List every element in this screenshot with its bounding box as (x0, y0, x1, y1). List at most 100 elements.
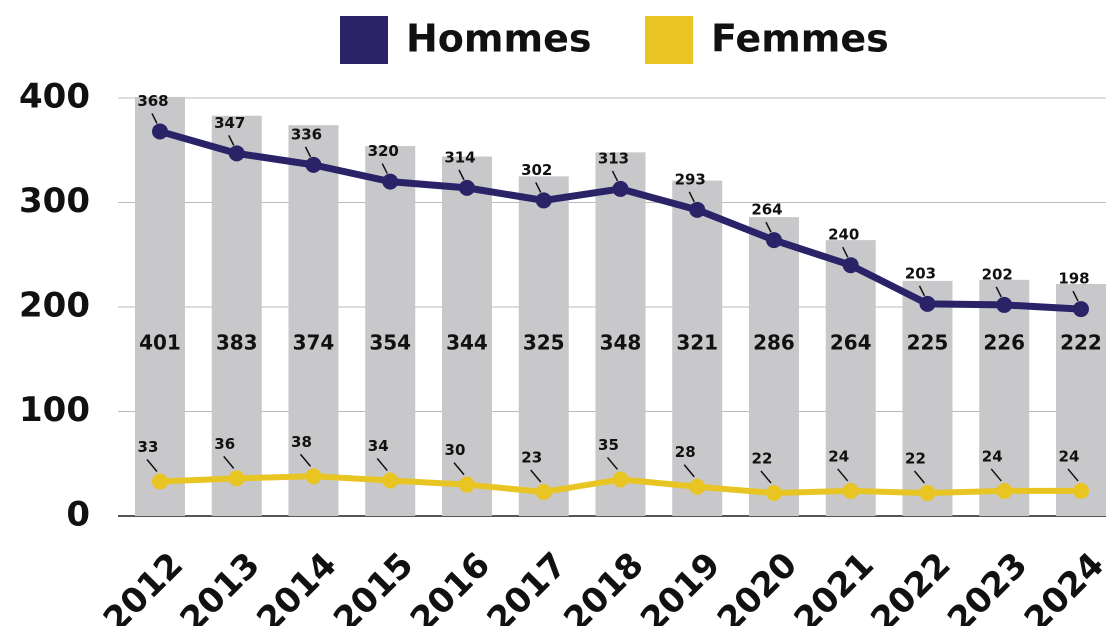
bar (595, 152, 646, 516)
data-label: 30 (445, 441, 466, 459)
label-leader (453, 462, 465, 476)
bar-label: 325 (523, 331, 565, 355)
label-leader (376, 457, 388, 471)
bar-label: 401 (139, 331, 181, 355)
bar-label: 348 (600, 331, 642, 355)
bar-label: 374 (293, 331, 335, 355)
bar (134, 96, 185, 516)
data-label: 198 (1058, 270, 1089, 288)
y-tick-label: 400 (19, 77, 90, 117)
point (689, 201, 706, 218)
bar (748, 217, 799, 516)
bar (672, 180, 723, 516)
data-label: 34 (368, 437, 389, 455)
point (765, 232, 782, 249)
point (228, 470, 245, 487)
data-label: 240 (828, 226, 859, 244)
bar-label: 222 (1060, 331, 1102, 355)
data-label: 24 (1059, 447, 1080, 465)
label-leader (837, 468, 849, 482)
data-label: 203 (905, 264, 936, 282)
label-leader (151, 113, 158, 124)
data-label: 302 (521, 161, 552, 179)
data-label: 33 (138, 438, 159, 456)
label-leader (228, 135, 235, 146)
bar (441, 156, 492, 516)
point (996, 482, 1013, 499)
bar (518, 176, 569, 516)
point (305, 156, 322, 173)
label-leader (535, 182, 542, 193)
label-leader (995, 286, 1002, 298)
legend-label: Femmes (711, 17, 889, 61)
data-label: 38 (291, 433, 312, 451)
data-label: 336 (291, 125, 322, 143)
data-label: 293 (675, 170, 706, 188)
point (919, 295, 936, 312)
x-tick-label: 2024 (1017, 545, 1106, 626)
point (151, 473, 168, 490)
point (842, 257, 859, 274)
label-leader (688, 191, 695, 203)
label-leader (760, 470, 772, 484)
data-label: 24 (828, 447, 849, 465)
data-label: 347 (214, 114, 245, 132)
y-tick-label: 100 (19, 390, 90, 430)
label-leader (304, 146, 312, 158)
point (382, 173, 399, 190)
point (535, 483, 552, 500)
data-label: 264 (751, 201, 782, 219)
y-tick-label: 200 (19, 286, 90, 326)
data-label: 202 (982, 265, 1013, 283)
label-leader (765, 221, 772, 233)
bar (979, 279, 1030, 516)
data-label: 313 (598, 149, 629, 167)
data-label: 368 (137, 92, 168, 110)
data-label: 320 (368, 142, 399, 160)
bar (825, 240, 876, 516)
point (765, 485, 782, 502)
point (1072, 301, 1089, 318)
point (382, 472, 399, 489)
label-leader (146, 459, 158, 472)
bar-label: 321 (676, 331, 718, 355)
label-leader (381, 163, 388, 174)
point (305, 468, 322, 485)
data-label: 22 (905, 450, 926, 468)
bar-label: 354 (369, 331, 411, 355)
point (151, 123, 168, 140)
bar-label: 264 (830, 331, 872, 355)
bar (288, 125, 339, 517)
y-tick-label: 300 (19, 181, 90, 221)
bar (902, 280, 953, 516)
point (919, 485, 936, 502)
bar (1055, 284, 1106, 516)
label-leader (606, 456, 619, 470)
label-leader (299, 453, 312, 467)
y-tick-label: 0 (66, 495, 90, 535)
data-label: 314 (444, 148, 475, 166)
point (228, 145, 245, 162)
point (458, 179, 475, 196)
label-leader (913, 470, 926, 484)
point (612, 471, 629, 488)
label-leader (842, 246, 849, 258)
data-label: 22 (752, 450, 773, 468)
legend-label: Hommes (406, 17, 592, 61)
point (842, 482, 859, 499)
label-leader (458, 169, 465, 181)
legend-swatch (645, 16, 693, 64)
point (535, 192, 552, 209)
point (612, 180, 629, 197)
data-label: 35 (598, 436, 619, 454)
data-label: 24 (982, 447, 1003, 465)
label-leader (683, 464, 695, 478)
label-leader (1072, 290, 1079, 302)
bar-label: 226 (983, 331, 1025, 355)
data-label: 36 (214, 435, 235, 453)
data-label: 28 (675, 443, 696, 461)
label-leader (530, 469, 542, 483)
bar-label: 286 (753, 331, 795, 355)
point (689, 478, 706, 495)
